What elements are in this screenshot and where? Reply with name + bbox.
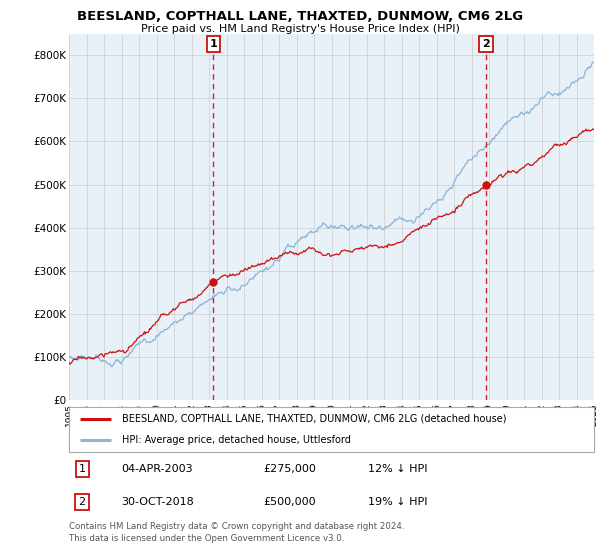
Text: Price paid vs. HM Land Registry's House Price Index (HPI): Price paid vs. HM Land Registry's House …: [140, 24, 460, 34]
Text: 2: 2: [482, 39, 490, 49]
Text: 2: 2: [79, 497, 86, 507]
Text: 1: 1: [209, 39, 217, 49]
Text: 19% ↓ HPI: 19% ↓ HPI: [368, 497, 428, 507]
Text: £500,000: £500,000: [263, 497, 316, 507]
Text: HPI: Average price, detached house, Uttlesford: HPI: Average price, detached house, Uttl…: [121, 435, 350, 445]
Text: £275,000: £275,000: [263, 464, 316, 474]
Text: 30-OCT-2018: 30-OCT-2018: [121, 497, 194, 507]
Text: BEESLAND, COPTHALL LANE, THAXTED, DUNMOW, CM6 2LG: BEESLAND, COPTHALL LANE, THAXTED, DUNMOW…: [77, 10, 523, 23]
Text: BEESLAND, COPTHALL LANE, THAXTED, DUNMOW, CM6 2LG (detached house): BEESLAND, COPTHALL LANE, THAXTED, DUNMOW…: [121, 414, 506, 424]
Text: 1: 1: [79, 464, 86, 474]
Text: 04-APR-2003: 04-APR-2003: [121, 464, 193, 474]
Text: Contains HM Land Registry data © Crown copyright and database right 2024.
This d: Contains HM Land Registry data © Crown c…: [69, 522, 404, 543]
Text: 12% ↓ HPI: 12% ↓ HPI: [368, 464, 428, 474]
